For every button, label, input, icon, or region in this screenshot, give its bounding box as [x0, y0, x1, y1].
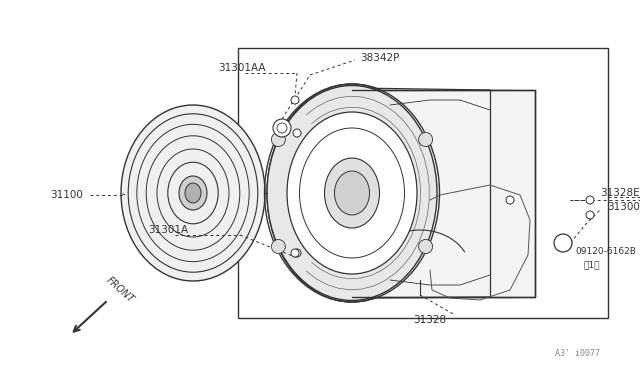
Text: 31328E: 31328E [600, 188, 640, 198]
Circle shape [419, 132, 433, 147]
Circle shape [293, 249, 301, 257]
Circle shape [554, 234, 572, 252]
Ellipse shape [267, 86, 437, 301]
Ellipse shape [324, 158, 380, 228]
Text: 31301AA: 31301AA [218, 63, 266, 73]
Circle shape [291, 249, 299, 257]
FancyBboxPatch shape [352, 90, 512, 297]
Circle shape [271, 240, 285, 253]
Text: （1）: （1） [584, 260, 600, 269]
Bar [238, 48, 608, 318]
Circle shape [586, 196, 594, 204]
Bar [352, 90, 535, 297]
Ellipse shape [287, 112, 417, 274]
Text: 31300: 31300 [607, 202, 640, 212]
Text: A3' i0077: A3' i0077 [555, 349, 600, 358]
Circle shape [586, 211, 594, 219]
Circle shape [419, 240, 433, 253]
Ellipse shape [121, 105, 265, 281]
Circle shape [291, 96, 299, 104]
Text: FRONT: FRONT [104, 275, 136, 305]
Text: B: B [560, 238, 566, 247]
Text: 31100: 31100 [50, 190, 83, 200]
Text: 38342P: 38342P [360, 53, 399, 63]
Ellipse shape [335, 171, 369, 215]
Text: 31328: 31328 [413, 315, 447, 325]
Ellipse shape [179, 176, 207, 210]
Circle shape [271, 132, 285, 147]
Text: 09120-6162B: 09120-6162B [575, 247, 636, 257]
Circle shape [293, 129, 301, 137]
Circle shape [273, 119, 291, 137]
Text: 31301A: 31301A [148, 225, 188, 235]
Ellipse shape [267, 84, 437, 302]
Circle shape [506, 196, 514, 204]
Ellipse shape [185, 183, 201, 203]
